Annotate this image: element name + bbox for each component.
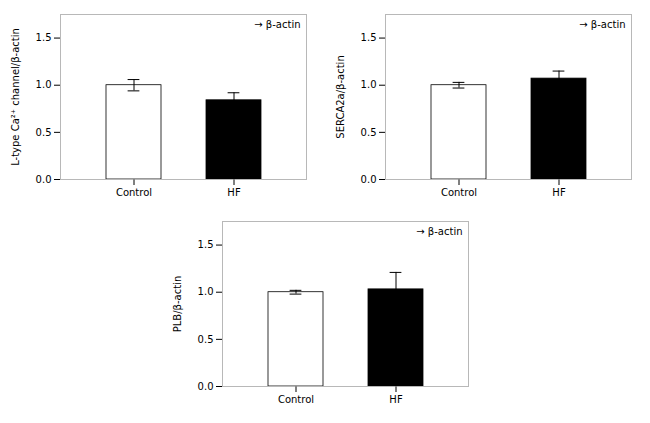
svg-text:1.0: 1.0 xyxy=(360,79,376,90)
svg-text:Control: Control xyxy=(115,187,151,198)
svg-text:L-type Ca²⁺ channel/β-actin: L-type Ca²⁺ channel/β-actin xyxy=(9,28,20,166)
svg-text:1.0: 1.0 xyxy=(198,286,214,297)
svg-text:PLB/β-actin: PLB/β-actin xyxy=(172,276,183,332)
svg-text:0.5: 0.5 xyxy=(35,127,51,138)
svg-text:→ β-actin: → β-actin xyxy=(254,19,300,30)
svg-text:1.5: 1.5 xyxy=(360,32,376,43)
svg-text:0.5: 0.5 xyxy=(360,127,376,138)
svg-text:Control: Control xyxy=(278,394,314,405)
svg-text:0.0: 0.0 xyxy=(360,174,376,185)
svg-text:1.5: 1.5 xyxy=(35,32,51,43)
svg-text:0.0: 0.0 xyxy=(35,174,51,185)
svg-text:SERCA2a/β-actin: SERCA2a/β-actin xyxy=(334,55,345,138)
svg-text:HF: HF xyxy=(389,394,403,405)
svg-text:→ β-actin: → β-actin xyxy=(416,226,462,237)
svg-text:0.5: 0.5 xyxy=(198,334,214,345)
svg-text:HF: HF xyxy=(552,187,566,198)
svg-text:1.5: 1.5 xyxy=(198,239,214,250)
svg-text:0.0: 0.0 xyxy=(198,381,214,392)
svg-text:Control: Control xyxy=(440,187,476,198)
svg-text:→ β-actin: → β-actin xyxy=(579,19,625,30)
svg-text:1.0: 1.0 xyxy=(35,79,51,90)
svg-text:HF: HF xyxy=(227,187,241,198)
